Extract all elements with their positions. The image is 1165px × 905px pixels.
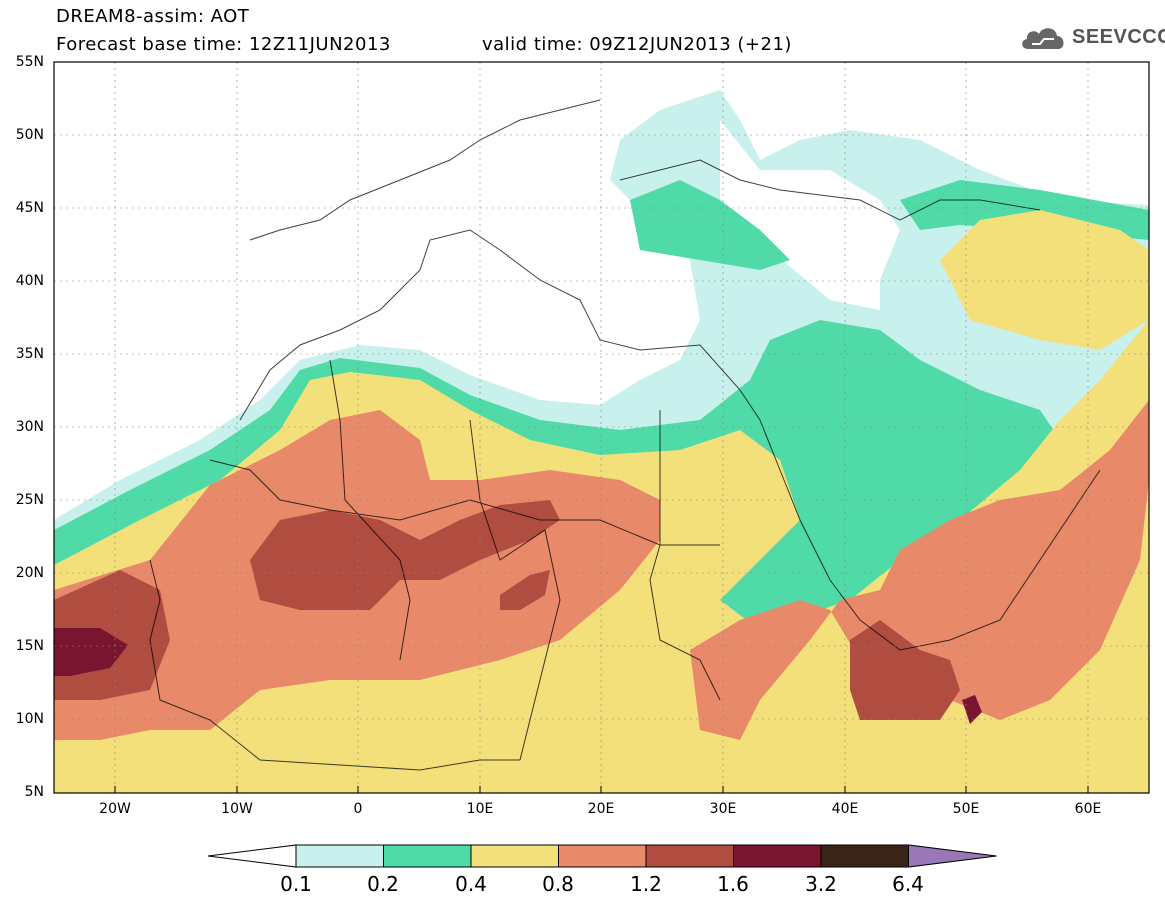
colorbar-swatch (295, 844, 384, 868)
colorbar-swatch (383, 844, 472, 868)
colorbar-swatch (645, 844, 734, 868)
colorbar-label: 0.8 (542, 872, 574, 896)
lat-label: 25N (15, 492, 44, 508)
colorbar-label: 0.2 (367, 872, 399, 896)
lon-label: 20E (587, 801, 615, 817)
colorbar-label: 3.2 (805, 872, 837, 896)
colorbar-under-arrow (207, 844, 297, 868)
colorbar-label: 0.4 (455, 872, 487, 896)
map-title: DREAM8-assim: AOT (56, 6, 250, 27)
lon-label: 30E (709, 801, 737, 817)
colorbar-label: 6.4 (892, 872, 924, 896)
colorbar-swatch (470, 844, 559, 868)
colorbar-swatch (820, 844, 909, 868)
lat-label: 50N (15, 127, 44, 143)
lon-label: 40E (831, 801, 859, 817)
lat-label: 35N (15, 346, 44, 362)
colorbar-over-arrow (908, 844, 997, 868)
seevccc-logo: SEEVCCC (1018, 22, 1165, 52)
colorbar-swatch (733, 844, 822, 868)
lat-label: 20N (15, 565, 44, 581)
lat-label: 55N (15, 54, 44, 70)
aot-band-1.2 (250, 500, 560, 610)
lat-label: 30N (15, 419, 44, 435)
lon-label: 10W (221, 801, 253, 817)
lat-label: 40N (15, 273, 44, 289)
lon-label: 50E (952, 801, 980, 817)
colorbar-label: 1.6 (717, 872, 749, 896)
cloud-icon (1022, 28, 1064, 49)
colorbar-swatch (558, 844, 647, 868)
lon-label: 60E (1074, 801, 1102, 817)
lat-label: 5N (24, 784, 44, 800)
colorbar-label: 0.1 (280, 872, 312, 896)
lon-label: 0 (353, 801, 363, 817)
forecast-base-time: Forecast base time: 12Z11JUN2013 (56, 34, 391, 55)
lon-label: 10E (466, 801, 494, 817)
lat-label: 45N (15, 200, 44, 216)
colorbar-label: 1.2 (630, 872, 662, 896)
logo-text: SEEVCCC (1072, 25, 1165, 48)
lat-label: 15N (15, 638, 44, 654)
lon-label: 20W (99, 801, 131, 817)
valid-time: valid time: 09Z12JUN2013 (+21) (482, 34, 792, 55)
aot-band-1.6 (54, 628, 128, 676)
lat-label: 10N (15, 711, 44, 727)
